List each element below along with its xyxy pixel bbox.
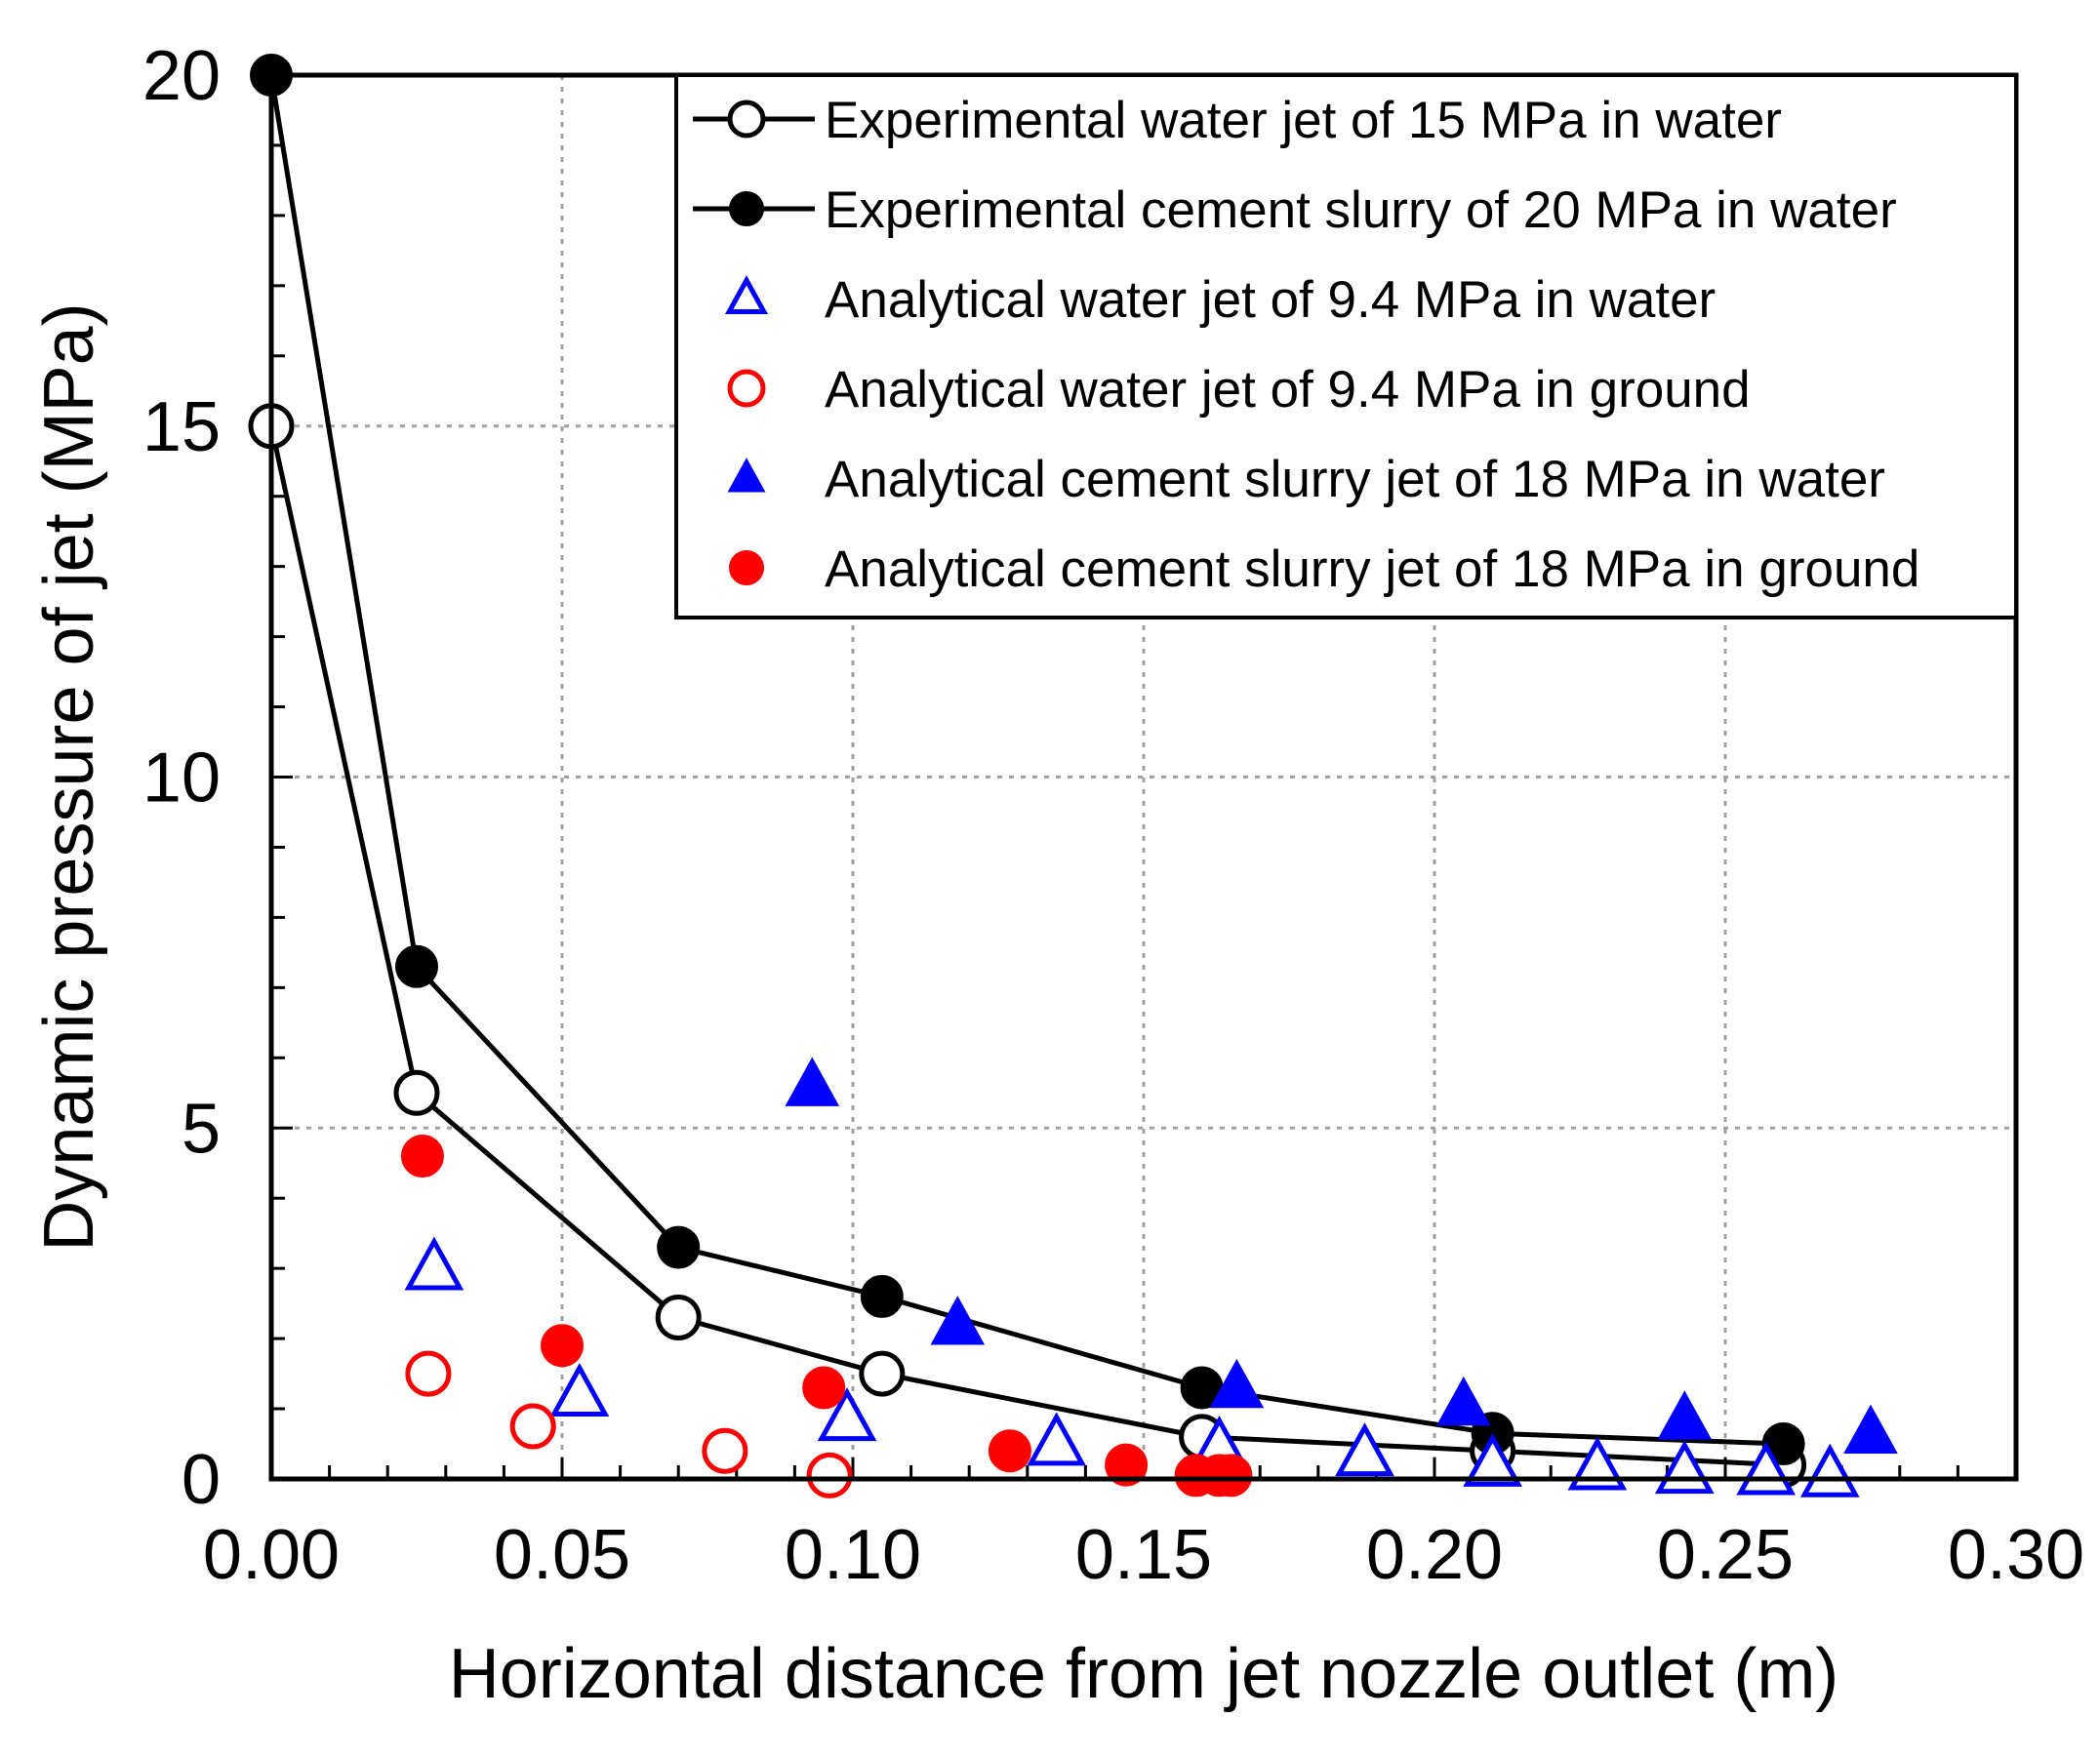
x-tick-label: 0.10 [785, 1516, 921, 1594]
series-3-markers [405, 1350, 853, 1498]
legend: Experimental water jet of 15 MPa in wate… [674, 73, 2018, 619]
data-point [657, 1225, 701, 1269]
y-axis-label: Dynamic pressure of jet (MPa) [30, 302, 108, 1251]
legend-label: Analytical cement slurry jet of 18 MPa i… [825, 451, 1885, 508]
data-point [509, 1403, 556, 1450]
legend-marker [727, 369, 766, 408]
data-point [860, 1274, 904, 1318]
data-point [405, 1350, 452, 1397]
data-point [1209, 1358, 1265, 1409]
series-1-markers [250, 54, 1805, 1466]
y-tick-label: 10 [142, 739, 221, 818]
legend-label: Analytical water jet of 9.4 MPa in groun… [825, 361, 1751, 419]
data-point [1799, 1443, 1860, 1497]
data-point [817, 1387, 877, 1442]
data-point [1657, 1390, 1713, 1440]
data-point [1105, 1443, 1149, 1487]
data-point [1027, 1412, 1086, 1466]
data-point [393, 1069, 440, 1116]
y-tick-label: 5 [182, 1090, 221, 1168]
data-point [541, 1324, 584, 1368]
data-point [404, 1236, 464, 1291]
data-point [400, 1135, 444, 1178]
data-point [988, 1429, 1031, 1473]
data-markers [248, 54, 1898, 1498]
legend-item-experimental-water: Experimental water jet of 15 MPa in wate… [693, 92, 1782, 149]
data-point [802, 1366, 846, 1410]
x-axis-label: Horizontal distance from jet nozzle outl… [449, 1635, 1839, 1713]
x-tick-label: 0.30 [1948, 1516, 2084, 1594]
data-point [806, 1452, 853, 1498]
y-tick-label: 15 [142, 388, 221, 466]
tick-labels: 0.00 0.05 0.10 0.15 0.20 0.25 0.30 0 5 10 15 20 [142, 37, 2084, 1594]
data-point [859, 1350, 906, 1397]
legend-marker [724, 275, 769, 314]
legend-label: Analytical cement slurry jet of 18 MPa i… [825, 540, 1919, 598]
x-tick-label: 0.20 [1366, 1516, 1503, 1594]
legend-item-analytical-water-in-ground: Analytical water jet of 9.4 MPa in groun… [727, 361, 1751, 419]
x-tick-label: 0.25 [1657, 1516, 1794, 1594]
data-point [1209, 1454, 1253, 1497]
series-5-markers [400, 1135, 1253, 1497]
data-point [655, 1295, 702, 1341]
data-point [1335, 1422, 1394, 1477]
legend-marker [729, 550, 764, 585]
legend-item-experimental-cement: Experimental cement slurry of 20 MPa in … [693, 181, 1897, 239]
legend-label: Experimental water jet of 15 MPa in wate… [825, 92, 1782, 149]
legend-marker [727, 100, 766, 139]
x-tick-label: 0.15 [1075, 1516, 1212, 1594]
x-tick-label: 0.05 [494, 1516, 630, 1594]
legend-label: Experimental cement slurry of 20 MPa in … [825, 181, 1897, 239]
legend-marker [729, 191, 764, 226]
y-tick-label: 0 [182, 1441, 221, 1519]
data-point [549, 1362, 610, 1417]
legend-label: Analytical water jet of 9.4 MPa in water [825, 271, 1716, 329]
x-tick-label: 0.00 [203, 1516, 340, 1594]
legend-item-analytical-cement-in-water: Analytical cement slurry jet of 18 MPa i… [727, 451, 1885, 508]
legend-box [674, 73, 2018, 619]
data-point [1567, 1436, 1628, 1491]
data-point [1463, 1432, 1522, 1487]
legend-item-analytical-water-in-water: Analytical water jet of 9.4 MPa in water [724, 271, 1716, 329]
data-point [785, 1057, 840, 1106]
data-point [930, 1296, 986, 1345]
data-point [1761, 1422, 1805, 1466]
y-tick-label: 20 [142, 37, 221, 115]
legend-item-analytical-cement-in-ground: Analytical cement slurry jet of 18 MPa i… [729, 540, 1919, 598]
data-point [1435, 1376, 1491, 1426]
data-point [395, 944, 438, 988]
data-point [1843, 1404, 1898, 1455]
data-point [702, 1427, 748, 1474]
legend-marker [727, 458, 766, 493]
series-4-markers [785, 1057, 1898, 1455]
